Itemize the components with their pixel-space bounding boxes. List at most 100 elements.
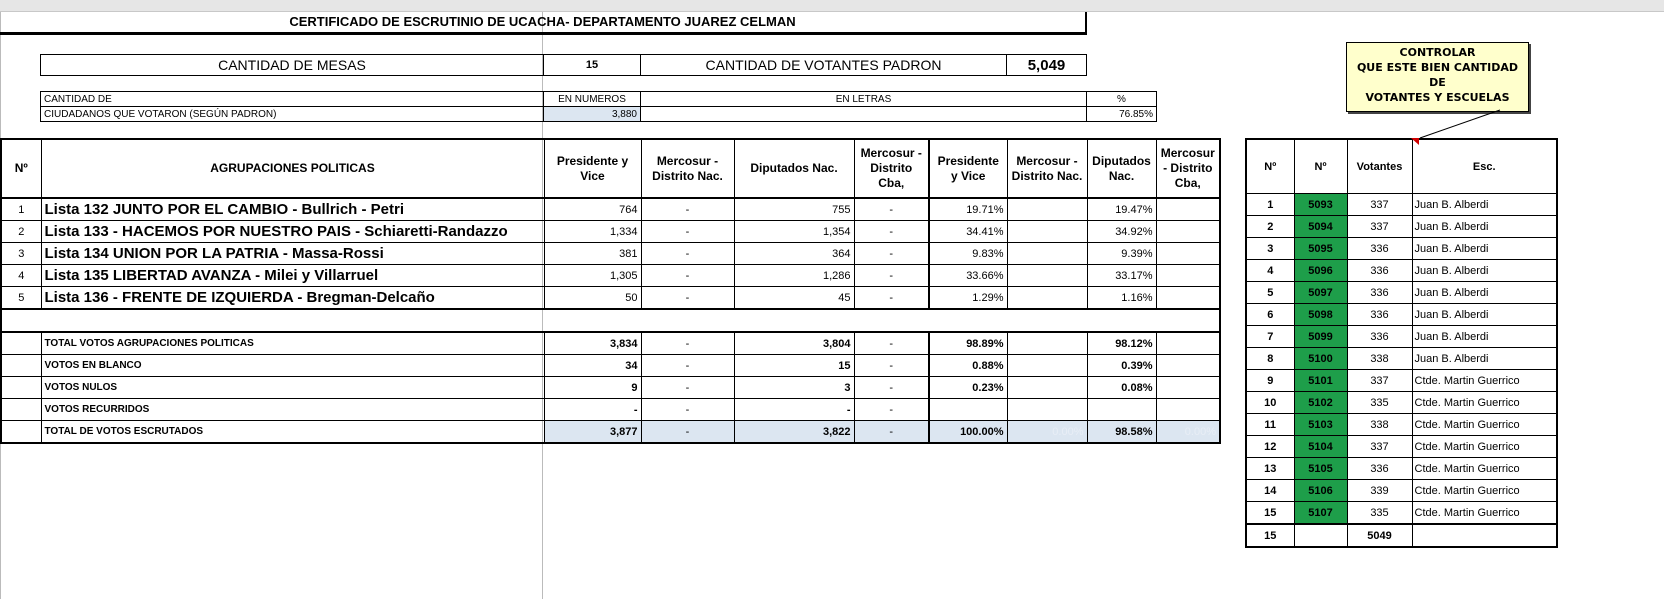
merc-cba-pct[interactable] [1155, 398, 1221, 421]
merc-nac-pct[interactable] [1006, 220, 1088, 243]
merc-nac-votes[interactable]: - [640, 420, 735, 444]
dip-votes[interactable]: 1,286 [733, 264, 855, 287]
dip-votes[interactable]: 3,822 [733, 420, 855, 444]
voter-count[interactable]: 336 [1346, 281, 1413, 304]
pres-votes[interactable]: 1,334 [543, 220, 642, 243]
merc-cba-pct[interactable] [1155, 242, 1221, 265]
dip-pct[interactable]: 98.12% [1086, 331, 1157, 355]
mesa-number-total[interactable] [1293, 523, 1348, 548]
merc-nac-pct[interactable] [1006, 197, 1088, 221]
dip-votes[interactable]: 45 [733, 286, 855, 310]
dip-votes[interactable]: 1,354 [733, 220, 855, 243]
mesa-number[interactable]: 5102 [1293, 391, 1348, 414]
school-name[interactable]: Juan B. Alberdi [1411, 215, 1558, 238]
merc-nac-votes[interactable]: - [640, 197, 735, 221]
voter-count[interactable]: 338 [1346, 413, 1413, 436]
dip-pct[interactable]: 98.58% [1086, 420, 1157, 444]
merc-nac-votes[interactable]: - [640, 354, 735, 377]
school-name[interactable]: Juan B. Alberdi [1411, 237, 1558, 260]
mesa-number[interactable]: 5097 [1293, 281, 1348, 304]
mesa-index[interactable]: 7 [1245, 325, 1295, 348]
mesa-index[interactable]: 6 [1245, 303, 1295, 326]
merc-cba-votes[interactable]: - [853, 220, 930, 243]
dip-votes[interactable]: 3,804 [733, 331, 855, 355]
mesa-number[interactable]: 5101 [1293, 369, 1348, 392]
voter-count[interactable]: 337 [1346, 369, 1413, 392]
pres-pct[interactable]: 0.23% [928, 376, 1008, 399]
school-name[interactable]: Ctde. Martin Guerrico [1411, 501, 1558, 525]
merc-cba-pct[interactable] [1155, 331, 1221, 355]
dip-pct[interactable]: 33.17% [1086, 264, 1157, 287]
merc-nac-votes[interactable]: - [640, 264, 735, 287]
merc-nac-votes[interactable]: - [640, 286, 735, 310]
school-name[interactable]: Ctde. Martin Guerrico [1411, 413, 1558, 436]
pres-votes[interactable]: 381 [543, 242, 642, 265]
dip-votes[interactable]: - [733, 398, 855, 421]
ciudadanos-letras[interactable] [640, 106, 1087, 122]
pres-votes[interactable]: 34 [543, 354, 642, 377]
mesa-index[interactable]: 8 [1245, 347, 1295, 370]
dip-votes[interactable]: 3 [733, 376, 855, 399]
votantes-value[interactable]: 5,049 [1006, 54, 1087, 76]
merc-cba-votes[interactable]: - [853, 420, 930, 444]
dip-pct[interactable]: 0.39% [1086, 354, 1157, 377]
school-name[interactable]: Ctde. Martin Guerrico [1411, 479, 1558, 502]
voter-count[interactable]: 337 [1346, 435, 1413, 458]
merc-cba-votes[interactable]: - [853, 398, 930, 421]
merc-nac-pct[interactable]: 0.00% [1006, 420, 1088, 444]
school-name[interactable]: Ctde. Martin Guerrico [1411, 391, 1558, 414]
mesa-number[interactable]: 5100 [1293, 347, 1348, 370]
dip-pct[interactable]: 9.39% [1086, 242, 1157, 265]
mesa-number[interactable]: 5099 [1293, 325, 1348, 348]
merc-cba-pct[interactable]: 0.00% [1155, 420, 1221, 444]
dip-pct[interactable]: 0.08% [1086, 376, 1157, 399]
school-name[interactable]: Juan B. Alberdi [1411, 281, 1558, 304]
mesa-number[interactable]: 5095 [1293, 237, 1348, 260]
school-name[interactable]: Juan B. Alberdi [1411, 325, 1558, 348]
pres-pct[interactable]: 98.89% [928, 331, 1008, 355]
merc-cba-pct[interactable] [1155, 197, 1221, 221]
merc-cba-votes[interactable]: - [853, 354, 930, 377]
pres-votes[interactable]: 9 [543, 376, 642, 399]
merc-cba-votes[interactable]: - [853, 286, 930, 310]
merc-nac-votes[interactable]: - [640, 376, 735, 399]
merc-cba-votes[interactable]: - [853, 376, 930, 399]
merc-cba-pct[interactable] [1155, 220, 1221, 243]
mesa-index[interactable]: 5 [1245, 281, 1295, 304]
mesa-index-total[interactable]: 15 [1245, 523, 1295, 548]
dip-pct[interactable]: 1.16% [1086, 286, 1157, 310]
voter-count[interactable]: 337 [1346, 193, 1413, 216]
voter-count[interactable]: 338 [1346, 347, 1413, 370]
voter-count[interactable]: 336 [1346, 457, 1413, 480]
school-name[interactable]: Ctde. Martin Guerrico [1411, 369, 1558, 392]
merc-cba-pct[interactable] [1155, 286, 1221, 310]
merc-nac-pct[interactable] [1006, 354, 1088, 377]
pres-pct[interactable]: 19.71% [928, 197, 1008, 221]
school-name[interactable]: Juan B. Alberdi [1411, 193, 1558, 216]
dip-pct[interactable]: 19.47% [1086, 197, 1157, 221]
pres-pct[interactable]: 100.00% [928, 420, 1008, 444]
merc-nac-pct[interactable] [1006, 331, 1088, 355]
merc-cba-pct[interactable] [1155, 264, 1221, 287]
merc-cba-pct[interactable] [1155, 354, 1221, 377]
pres-pct[interactable]: 33.66% [928, 264, 1008, 287]
merc-nac-pct[interactable] [1006, 398, 1088, 421]
merc-nac-pct[interactable] [1006, 376, 1088, 399]
merc-cba-votes[interactable]: - [853, 197, 930, 221]
mesa-index[interactable]: 14 [1245, 479, 1295, 502]
mesa-number[interactable]: 5105 [1293, 457, 1348, 480]
merc-cba-votes[interactable]: - [853, 264, 930, 287]
mesa-index[interactable]: 4 [1245, 259, 1295, 282]
mesa-number[interactable]: 5104 [1293, 435, 1348, 458]
dip-pct[interactable]: 34.92% [1086, 220, 1157, 243]
school-name-total[interactable] [1411, 523, 1558, 548]
voter-count[interactable]: 336 [1346, 325, 1413, 348]
pres-votes[interactable]: 1,305 [543, 264, 642, 287]
pres-votes[interactable]: - [543, 398, 642, 421]
pres-pct[interactable]: 1.29% [928, 286, 1008, 310]
mesa-number[interactable]: 5107 [1293, 501, 1348, 525]
merc-nac-pct[interactable] [1006, 242, 1088, 265]
merc-nac-votes[interactable]: - [640, 220, 735, 243]
pres-pct[interactable] [928, 398, 1008, 421]
pres-pct[interactable]: 34.41% [928, 220, 1008, 243]
